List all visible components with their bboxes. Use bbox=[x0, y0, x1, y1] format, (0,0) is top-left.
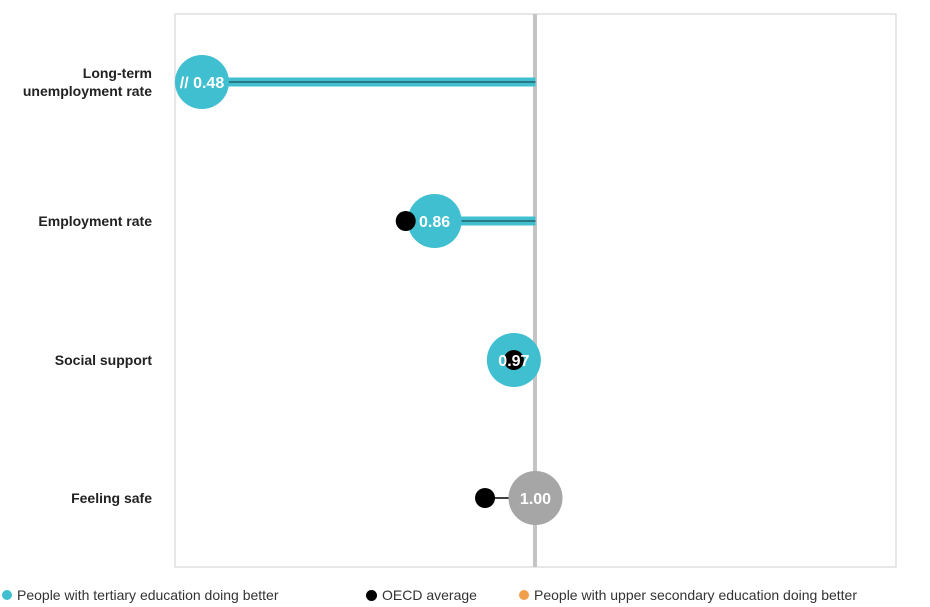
value-bubble-long-term-unemployment-rate bbox=[175, 55, 229, 109]
category-label-line: Feeling safe bbox=[71, 490, 152, 506]
oecd-average-marker-employment-rate bbox=[395, 211, 416, 231]
legend-marker-upper-secondary bbox=[519, 590, 529, 601]
legend-marker-oecd-average bbox=[366, 589, 377, 601]
value-label-feeling-safe: 1.00 bbox=[520, 491, 551, 508]
value-label-social-support: 0.97 bbox=[498, 353, 529, 370]
legend-marker-tertiary bbox=[2, 590, 12, 601]
category-label-line: Employment rate bbox=[38, 213, 152, 229]
category-label-long-term-unemployment-rate: Long-term unemployment rate bbox=[0, 64, 152, 100]
value-label-employment-rate: 0.86 bbox=[419, 214, 450, 231]
category-label-line: Social support bbox=[54, 352, 152, 368]
category-label-social-support: Social support bbox=[0, 351, 152, 369]
legend-label-oecd-average: OECD average bbox=[382, 587, 477, 603]
legend-label-tertiary: People with tertiary education doing bet… bbox=[17, 587, 279, 603]
value-label-long-term-unemployment-rate: // 0.48 bbox=[180, 75, 225, 92]
legend-item-upper-secondary: People with upper secondary education do… bbox=[519, 587, 857, 603]
oecd-average-marker-feeling-safe bbox=[475, 488, 496, 508]
legend: People with tertiary education doing bet… bbox=[0, 585, 930, 607]
category-label-line: Long-term bbox=[82, 65, 152, 81]
category-label-line: unemployment rate bbox=[22, 83, 152, 99]
legend-label-upper-secondary: People with upper secondary education do… bbox=[534, 587, 857, 603]
category-label-feeling-safe: Feeling safe bbox=[0, 489, 152, 507]
value-bubble-employment-rate bbox=[407, 194, 462, 248]
category-label-employment-rate: Employment rate bbox=[0, 212, 152, 230]
chart-canvas: // 0.48 0.86 0.97 1.00 bbox=[174, 13, 897, 568]
chart-marks: // 0.48 0.86 0.97 1.00 bbox=[175, 55, 563, 525]
oecd-average-marker-social-support bbox=[503, 350, 524, 370]
legend-item-tertiary: People with tertiary education doing bet… bbox=[2, 587, 279, 603]
legend-item-oecd-average: OECD average bbox=[366, 587, 477, 603]
value-bubble-feeling-safe bbox=[508, 471, 563, 525]
